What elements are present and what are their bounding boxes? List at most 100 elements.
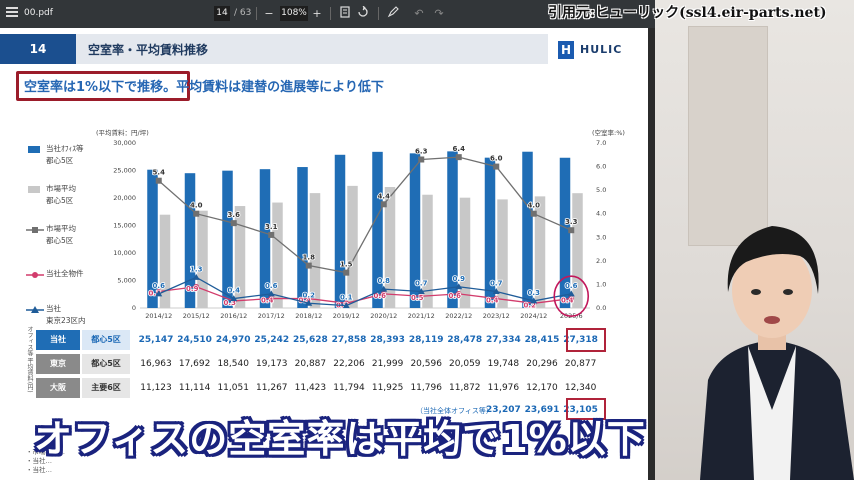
- triangle-marker: [155, 290, 163, 297]
- table-cell: 28,478: [447, 335, 483, 345]
- table-cell: 21,999: [371, 359, 404, 369]
- legend-label-sub: 都心5区: [46, 236, 74, 245]
- bar: [384, 187, 396, 308]
- y-tick-label: 30,000: [113, 139, 136, 147]
- table-cell: 18,540: [217, 359, 249, 369]
- x-tick-label: 2019/12: [333, 312, 360, 320]
- y2-tick-label: 0.0: [596, 304, 606, 312]
- table-cell: 11,794: [333, 383, 365, 393]
- circle-marker: [418, 293, 425, 300]
- table-cell: 20,877: [564, 359, 597, 369]
- table-cell: 25,147: [138, 335, 174, 345]
- square-marker: [380, 201, 387, 208]
- total-cell: 23,207: [486, 405, 521, 415]
- data-label: 0.4: [261, 297, 274, 305]
- x-tick-label: 2017/12: [258, 312, 285, 320]
- data-label: 4.0: [190, 202, 203, 210]
- data-label: 4.0: [528, 202, 541, 210]
- x-tick-label: 2018/12: [295, 312, 322, 320]
- headline-rest-text: 平均賃料は建替の進展等により低下: [176, 80, 384, 95]
- table-cell: 17,692: [178, 359, 211, 369]
- legend-label: 当社ｵﾌｨｽ等: [46, 144, 84, 153]
- data-label: 6.0: [490, 155, 503, 163]
- series-line: [158, 286, 572, 304]
- annotate-icon[interactable]: [386, 6, 400, 21]
- bar: [259, 169, 271, 308]
- row-area: 都心5区: [82, 330, 130, 350]
- redo-icon[interactable]: ↷: [434, 7, 444, 20]
- row-area: 都心5区: [82, 354, 130, 374]
- legend-bar-swatch-icon: [28, 186, 40, 193]
- zoom-in-button[interactable]: +: [312, 7, 322, 20]
- footnotes: ・市場平均… ・当社… ・当社…: [26, 448, 65, 475]
- rotate-icon[interactable]: [356, 5, 370, 21]
- table-cell: 28,119: [408, 335, 444, 345]
- total-cell: 23,691: [524, 405, 560, 415]
- bar: [447, 151, 458, 308]
- triangle-marker: [455, 283, 463, 290]
- legend-label: 当社: [46, 304, 61, 313]
- square-marker: [568, 227, 575, 234]
- bar: [159, 214, 171, 308]
- triangle-marker: [342, 302, 350, 309]
- menu-icon[interactable]: [6, 7, 18, 19]
- logo-mark-icon: H: [558, 41, 574, 59]
- fit-page-icon[interactable]: [338, 6, 352, 21]
- y-tick-label: 15,000: [113, 222, 136, 230]
- bar: [197, 210, 208, 308]
- square-marker: [268, 231, 275, 238]
- file-name: 00.pdf: [24, 8, 53, 18]
- table-cell: 11,925: [371, 383, 404, 393]
- y2-tick-label: 6.0: [596, 163, 606, 171]
- square-marker: [230, 220, 237, 227]
- table-cell: 12,170: [526, 383, 558, 393]
- pdf-page: 14 空室率・平均賃料推移 H HULIC 空室率は1%以下で推移。平均賃料は建…: [0, 28, 648, 480]
- toolbar-divider: [256, 7, 257, 20]
- y-tick-label: 25,000: [113, 167, 136, 175]
- y-tick-label: 10,000: [113, 249, 136, 257]
- slide-title: 空室率・平均賃料推移: [88, 43, 209, 57]
- y-axis-title: (平均賃料：円/坪): [96, 128, 149, 137]
- total-cell: 23,105: [563, 405, 598, 415]
- bar: [297, 167, 308, 308]
- table-side-label: オフィス等 平均賃料(円): [26, 325, 33, 393]
- data-label: 1.5: [340, 261, 353, 269]
- series-line: [158, 156, 572, 274]
- page-number-input[interactable]: 14: [214, 6, 230, 21]
- data-label: 3.1: [265, 223, 278, 231]
- bar: [334, 154, 346, 308]
- presenter-figure: [700, 226, 854, 480]
- data-label: 0.2: [303, 291, 316, 299]
- table-cell: 19,748: [487, 359, 520, 369]
- data-label: 0.6: [449, 292, 462, 300]
- legend-circle-marker-icon: [26, 272, 44, 278]
- data-label: 0.8: [378, 277, 391, 285]
- data-label: 1.3: [190, 265, 203, 273]
- bar: [534, 196, 546, 308]
- y-tick-label: 5,000: [117, 277, 136, 285]
- data-label: 3.6: [228, 211, 241, 219]
- zoom-out-button[interactable]: −: [264, 7, 274, 20]
- bar: [484, 157, 496, 308]
- legend-label: 市場平均: [46, 184, 76, 193]
- bar: [559, 157, 571, 308]
- x-tick-label: 2014/12: [145, 312, 172, 320]
- table-cell: 16,963: [140, 359, 172, 369]
- legend-label: 市場平均: [46, 224, 76, 233]
- data-label: 0.4: [561, 297, 574, 305]
- table-cell: 11,976: [487, 383, 520, 393]
- table-cell: 20,887: [294, 359, 327, 369]
- bar: [459, 197, 471, 308]
- data-label: 4.4: [378, 192, 391, 200]
- undo-icon[interactable]: ↶: [414, 7, 424, 20]
- table-cell: 24,970: [215, 335, 251, 345]
- bar: [409, 153, 421, 308]
- zoom-level-input[interactable]: 108%: [280, 6, 308, 21]
- bar: [347, 185, 358, 308]
- headline: 空室率は1%以下で推移。平均賃料は建替の進展等により低下: [24, 76, 384, 95]
- legend-label: 当社全物件: [46, 269, 84, 278]
- data-label: 0.7: [415, 280, 428, 288]
- data-label: 0.6: [265, 282, 278, 290]
- y2-axis-title: (空室率:%): [592, 128, 625, 137]
- data-label: 0.6: [374, 292, 387, 300]
